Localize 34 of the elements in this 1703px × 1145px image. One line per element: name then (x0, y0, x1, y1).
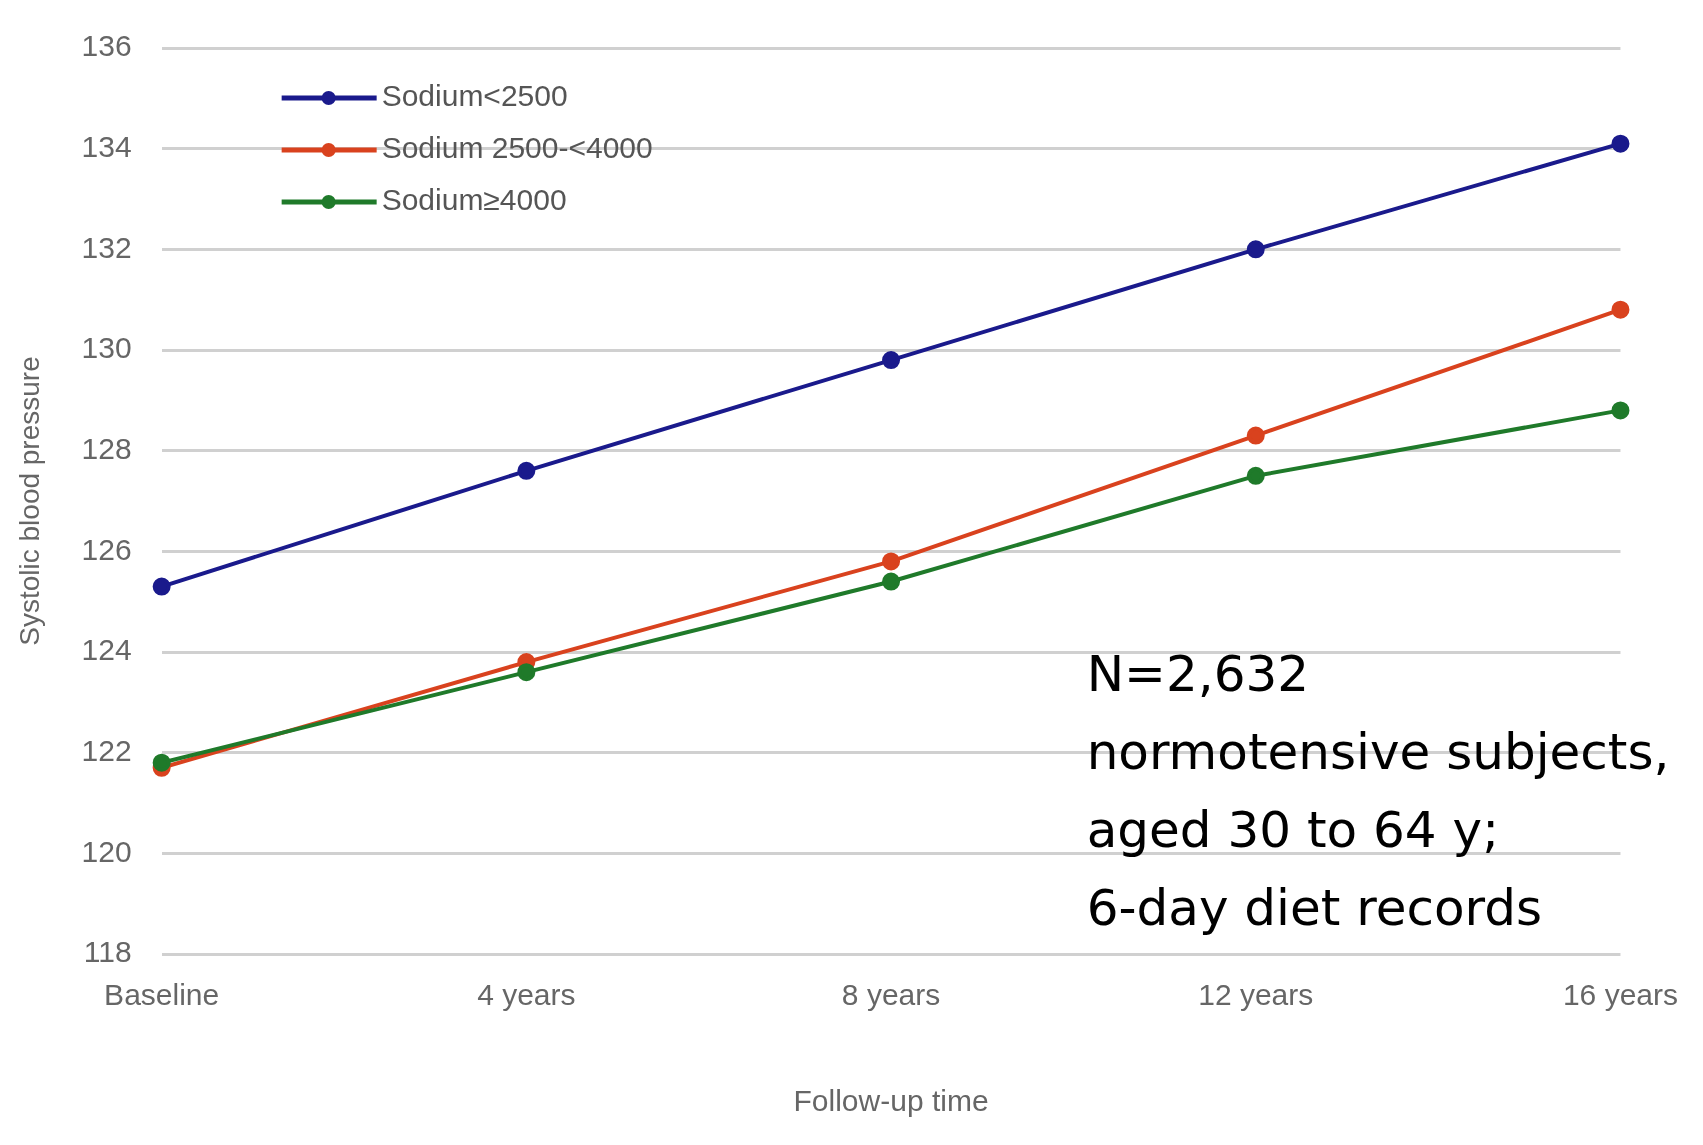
point (152, 577, 171, 596)
y-tick-label: 130 (81, 331, 132, 365)
y-tick-label: 118 (83, 935, 132, 969)
y-tick-label: 126 (81, 532, 132, 566)
point (882, 351, 901, 370)
point (1246, 240, 1265, 259)
x-tick-label: 4 years (477, 978, 576, 1012)
y-tick-label: 128 (81, 431, 132, 465)
point (1611, 300, 1630, 319)
point (1611, 401, 1630, 420)
y-axis-title: Systolic blood pressure (13, 356, 45, 646)
x-tick-label: Baseline (104, 978, 220, 1012)
y-tick-label: 122 (81, 733, 132, 767)
y-tick-label: 132 (81, 230, 132, 264)
legend-label: Sodium 2500-<4000 (381, 131, 653, 165)
x-tick-label: 16 years (1562, 978, 1679, 1012)
point (882, 552, 901, 571)
annotation: N=2,632 normotensive subjects, aged 30 to 64 y; 6-day diet records (1086, 644, 1670, 937)
point (882, 572, 901, 591)
point (517, 663, 536, 682)
point (517, 461, 536, 480)
point (1246, 466, 1265, 485)
point (152, 753, 171, 772)
y-tick-label: 124 (81, 633, 132, 667)
y-tick-label: 120 (81, 834, 132, 868)
legend-label: Sodium≥4000 (381, 183, 567, 217)
y-tick-label: 136 (81, 29, 132, 63)
legend-label: Sodium<2500 (381, 79, 568, 113)
x-tick-label: 12 years (1198, 978, 1314, 1012)
y-tick-label: 134 (81, 129, 132, 163)
point (1611, 134, 1630, 153)
x-axis-title: Follow-up time (793, 1084, 989, 1118)
point (1246, 426, 1265, 445)
x-tick-label: 8 years (841, 978, 941, 1012)
